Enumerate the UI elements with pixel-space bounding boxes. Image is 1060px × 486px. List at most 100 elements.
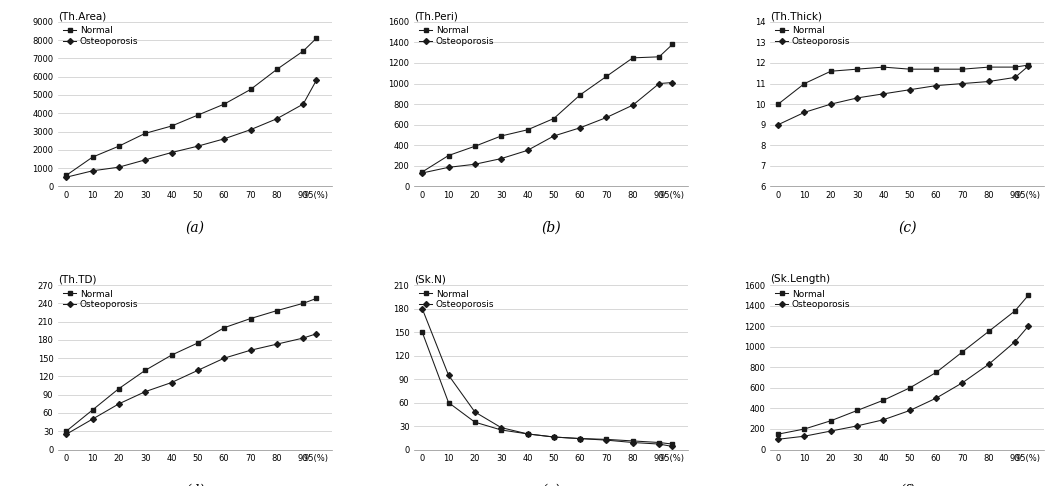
- Normal: [626, 55, 639, 61]
- Osteoporosis: [270, 116, 283, 122]
- Normal: [983, 64, 995, 70]
- Line: Normal: Normal: [64, 296, 318, 434]
- Line: Normal: Normal: [64, 36, 318, 177]
- Line: Osteoporosis: Osteoporosis: [420, 81, 674, 175]
- Osteoporosis: [983, 361, 995, 367]
- Line: Osteoporosis: Osteoporosis: [420, 307, 674, 449]
- Normal: [573, 435, 586, 441]
- Text: (b): (b): [542, 221, 561, 235]
- Osteoporosis: [877, 91, 889, 97]
- Osteoporosis: [442, 164, 455, 170]
- Normal: [666, 42, 678, 48]
- Osteoporosis: [469, 409, 481, 415]
- Osteoporosis: [416, 170, 428, 176]
- Osteoporosis: [930, 83, 942, 88]
- Osteoporosis: [310, 331, 322, 337]
- Line: Osteoporosis: Osteoporosis: [776, 324, 1030, 441]
- Osteoporosis: [165, 380, 178, 385]
- Normal: [522, 431, 534, 437]
- Normal: [903, 66, 916, 72]
- Normal: [495, 427, 508, 433]
- Normal: [416, 169, 428, 175]
- Normal: [297, 300, 310, 306]
- Legend: Normal, Osteoporosis: Normal, Osteoporosis: [63, 290, 139, 310]
- Osteoporosis: [112, 401, 125, 407]
- Normal: [547, 434, 560, 440]
- Normal: [310, 295, 322, 301]
- Osteoporosis: [903, 408, 916, 414]
- Normal: [1022, 293, 1035, 298]
- Normal: [851, 408, 864, 414]
- Line: Normal: Normal: [776, 293, 1030, 436]
- Osteoporosis: [1009, 339, 1022, 345]
- Osteoporosis: [851, 423, 864, 429]
- Osteoporosis: [59, 432, 72, 437]
- Normal: [139, 130, 152, 136]
- Osteoporosis: [600, 115, 613, 121]
- Normal: [469, 419, 481, 425]
- Normal: [165, 123, 178, 129]
- Normal: [653, 439, 666, 445]
- Normal: [772, 431, 784, 437]
- Osteoporosis: [469, 161, 481, 167]
- Osteoporosis: [192, 367, 205, 373]
- Normal: [270, 308, 283, 313]
- Osteoporosis: [772, 122, 784, 128]
- Text: (a): (a): [186, 221, 205, 235]
- Normal: [495, 133, 508, 139]
- Osteoporosis: [139, 157, 152, 163]
- Osteoporosis: [666, 80, 678, 86]
- Normal: [112, 143, 125, 149]
- Osteoporosis: [310, 77, 322, 83]
- Normal: [297, 48, 310, 54]
- Osteoporosis: [930, 395, 942, 401]
- Text: (Th.Thick): (Th.Thick): [771, 11, 823, 21]
- Normal: [165, 352, 178, 358]
- Line: Normal: Normal: [776, 63, 1030, 106]
- Normal: [310, 35, 322, 41]
- Osteoporosis: [522, 431, 534, 437]
- Legend: Normal, Osteoporosis: Normal, Osteoporosis: [419, 26, 494, 46]
- Osteoporosis: [139, 389, 152, 395]
- Osteoporosis: [86, 168, 99, 174]
- Text: (Th.Area): (Th.Area): [58, 11, 107, 21]
- Line: Osteoporosis: Osteoporosis: [64, 78, 318, 179]
- Text: (f): (f): [899, 484, 915, 486]
- Osteoporosis: [825, 428, 837, 434]
- Legend: Normal, Osteoporosis: Normal, Osteoporosis: [419, 290, 494, 310]
- Normal: [86, 407, 99, 413]
- Text: (e): (e): [542, 484, 561, 486]
- Line: Normal: Normal: [420, 330, 674, 446]
- Osteoporosis: [522, 147, 534, 153]
- Osteoporosis: [772, 436, 784, 442]
- Normal: [573, 92, 586, 98]
- Osteoporosis: [877, 417, 889, 423]
- Osteoporosis: [86, 416, 99, 422]
- Normal: [851, 66, 864, 72]
- Osteoporosis: [495, 156, 508, 161]
- Osteoporosis: [547, 133, 560, 139]
- Osteoporosis: [165, 150, 178, 156]
- Osteoporosis: [244, 347, 257, 353]
- Normal: [798, 426, 811, 432]
- Normal: [930, 369, 942, 375]
- Osteoporosis: [600, 437, 613, 443]
- Normal: [192, 112, 205, 118]
- Osteoporosis: [626, 102, 639, 108]
- Normal: [825, 418, 837, 424]
- Normal: [59, 173, 72, 178]
- Normal: [442, 399, 455, 405]
- Osteoporosis: [297, 101, 310, 107]
- Line: Normal: Normal: [420, 42, 674, 174]
- Normal: [442, 153, 455, 158]
- Normal: [626, 438, 639, 444]
- Normal: [956, 349, 969, 355]
- Normal: [244, 87, 257, 92]
- Osteoporosis: [626, 439, 639, 445]
- Text: (Th.TD): (Th.TD): [58, 274, 96, 284]
- Normal: [244, 315, 257, 321]
- Osteoporosis: [983, 79, 995, 85]
- Normal: [930, 66, 942, 72]
- Osteoporosis: [851, 95, 864, 101]
- Normal: [653, 54, 666, 60]
